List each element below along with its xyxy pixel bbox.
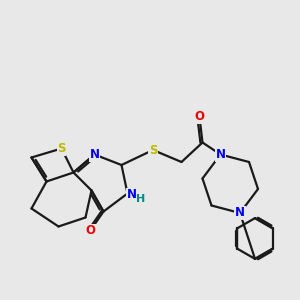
Text: S: S	[57, 142, 66, 155]
Text: N: N	[127, 188, 137, 202]
Text: H: H	[136, 194, 146, 204]
Text: O: O	[194, 110, 205, 124]
Text: N: N	[89, 148, 100, 161]
Text: N: N	[215, 148, 226, 161]
Text: O: O	[85, 224, 95, 238]
Text: S: S	[149, 143, 157, 157]
Text: N: N	[235, 206, 245, 220]
